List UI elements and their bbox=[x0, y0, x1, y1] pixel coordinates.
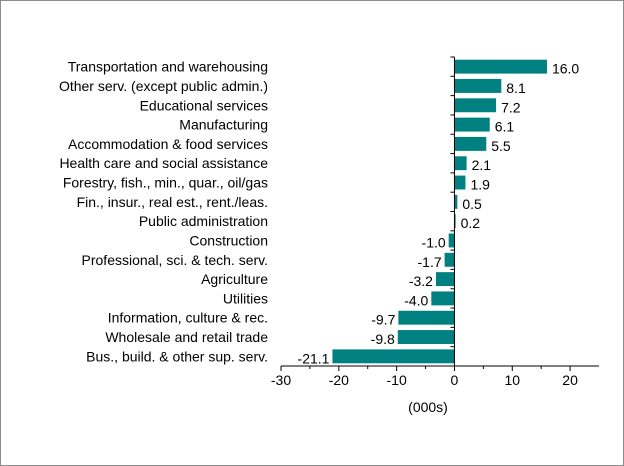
bar bbox=[454, 117, 490, 132]
value-label: -9.7 bbox=[371, 312, 395, 328]
x-tick-label: 20 bbox=[562, 372, 578, 388]
x-tick-label: 0 bbox=[451, 372, 459, 388]
bar bbox=[397, 330, 455, 344]
category-label: Bus., build. & other sup. serv. bbox=[86, 348, 268, 364]
value-label: -21.1 bbox=[298, 350, 330, 366]
value-label: -9.8 bbox=[371, 331, 395, 347]
category-label: Health care and social assistance bbox=[59, 155, 268, 171]
value-label: 0.5 bbox=[462, 196, 482, 212]
category-label: Public administration bbox=[139, 213, 268, 229]
bar bbox=[454, 194, 458, 209]
value-label: -1.7 bbox=[418, 254, 442, 270]
category-label: Professional, sci. & tech. serv. bbox=[82, 252, 268, 268]
value-label: 5.5 bbox=[491, 138, 511, 154]
bar bbox=[435, 272, 455, 287]
bar bbox=[444, 252, 455, 267]
category-label: Forestry, fish., min., quar., oil/gas bbox=[63, 175, 268, 191]
bar bbox=[454, 79, 502, 93]
x-tick-label: -10 bbox=[387, 372, 407, 388]
x-tick-label: -20 bbox=[329, 372, 349, 388]
bar bbox=[398, 310, 455, 325]
value-label: -1.0 bbox=[422, 234, 446, 250]
value-label: 8.1 bbox=[506, 80, 526, 96]
bar bbox=[454, 98, 497, 113]
category-label: Manufacturing bbox=[179, 117, 268, 133]
category-label: Accommodation & food services bbox=[68, 136, 268, 152]
value-label: 16.0 bbox=[552, 61, 579, 77]
value-label: 0.2 bbox=[461, 215, 481, 231]
value-label: 6.1 bbox=[495, 119, 515, 135]
category-label: Agriculture bbox=[201, 271, 268, 287]
bars-layer bbox=[332, 59, 547, 364]
category-label: Utilities bbox=[223, 290, 268, 306]
category-label: Fin., insur., real est., rent./leas. bbox=[77, 194, 268, 210]
value-label: 1.9 bbox=[470, 177, 490, 193]
x-tick-label: 10 bbox=[504, 372, 520, 388]
value-label: 2.1 bbox=[472, 157, 492, 173]
bar bbox=[454, 175, 466, 190]
x-tick-label: -30 bbox=[271, 372, 291, 388]
category-label: Other serv. (except public admin.) bbox=[59, 78, 268, 94]
value-label: -4.0 bbox=[404, 292, 428, 308]
bar bbox=[454, 136, 487, 151]
bar bbox=[454, 214, 456, 229]
x-axis-label: (000s) bbox=[408, 399, 448, 415]
category-label: Information, culture & rec. bbox=[108, 310, 268, 326]
labels-layer: Transportation and warehousing 16.0 Other … bbox=[59, 59, 579, 415]
bar bbox=[431, 291, 455, 306]
bar bbox=[332, 349, 455, 364]
value-label: -3.2 bbox=[409, 273, 433, 289]
bar bbox=[448, 233, 455, 248]
category-label: Transportation and warehousing bbox=[68, 59, 268, 75]
category-label: Educational services bbox=[140, 97, 268, 113]
value-label: 7.2 bbox=[501, 99, 521, 115]
category-label: Construction bbox=[189, 232, 268, 248]
category-label: Wholesale and retail trade bbox=[105, 329, 268, 345]
bar bbox=[454, 156, 467, 171]
bar bbox=[454, 59, 547, 74]
axis-layer bbox=[280, 56, 599, 371]
